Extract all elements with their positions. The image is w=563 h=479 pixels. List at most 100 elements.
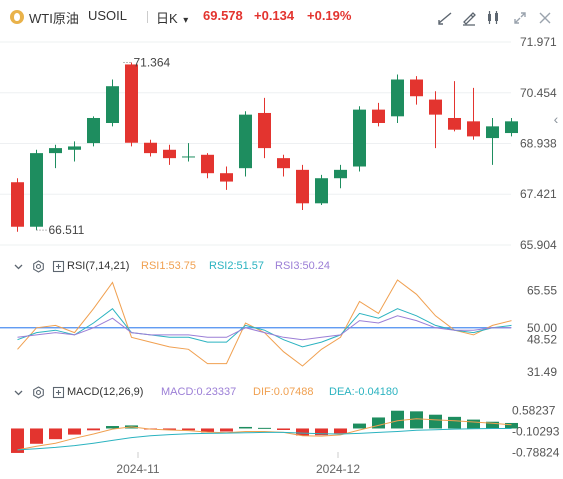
candle <box>163 149 176 159</box>
rsi1-value: RSI1:53.75 <box>141 260 197 272</box>
macd-axis-label: -0.10293 <box>512 425 560 439</box>
macd-indicator-bar: MACD(12,26,9) MACD:0.23337 DIF:0.07488 D… <box>0 384 563 402</box>
rsi-axis-label: 65.55 <box>527 284 557 298</box>
draw-line-icon[interactable] <box>437 10 453 26</box>
candle <box>296 169 309 204</box>
x-axis-label: 2024-12 <box>316 462 360 476</box>
macd-histogram-bar <box>106 426 119 429</box>
candle <box>68 146 81 150</box>
last-price: 69.578 <box>203 8 243 23</box>
fullscreen-icon[interactable] <box>512 10 528 26</box>
resize-icon[interactable] <box>52 260 65 273</box>
price-axis-label: 70.454 <box>520 86 557 100</box>
rsi-axis-label: 31.49 <box>527 365 557 379</box>
macd-histogram-bar <box>201 428 214 433</box>
macd-histogram-bar <box>334 428 347 434</box>
macd-histogram-bar <box>30 428 43 444</box>
dea-line <box>17 428 512 451</box>
macd-axis-label: -0.78824 <box>512 446 560 460</box>
candle <box>144 142 157 154</box>
rsi-axis-label: 50.00 <box>527 321 557 335</box>
candle <box>334 169 347 179</box>
macd-histogram-bar <box>11 428 24 453</box>
macd-histogram-bar <box>49 428 62 440</box>
chevron-down-icon[interactable] <box>12 386 25 399</box>
crude-oil-logo-icon <box>10 10 24 24</box>
macd-axis-label: 0.58237 <box>512 404 556 418</box>
rsi-line-1 <box>17 279 512 367</box>
dif-value: DIF:0.07488 <box>253 386 314 398</box>
chart-header: WTI原油 USOIL 日K ▾ 69.578 +0.134 +0.19% <box>0 0 563 34</box>
candle <box>258 112 271 149</box>
macd-histogram-bar <box>505 422 518 429</box>
gear-icon[interactable] <box>32 386 45 399</box>
price-axis-label: 68.938 <box>520 136 557 150</box>
instrument-title: WTI原油 <box>29 11 79 26</box>
drawing-tools-icon[interactable] <box>461 10 477 26</box>
macd-histogram-bar <box>315 428 328 436</box>
candle <box>353 109 366 167</box>
candle <box>277 158 290 169</box>
candle <box>87 117 100 144</box>
candle <box>30 153 43 227</box>
candle <box>429 99 442 115</box>
macd-histogram-bar <box>239 426 252 429</box>
rsi3-value: RSI3:50.24 <box>275 260 331 272</box>
macd-histogram-bar <box>486 421 499 429</box>
rsi-axis-label: 48.52 <box>527 332 557 346</box>
macd-value: MACD:0.23337 <box>161 386 237 398</box>
high-price-label: 71.364 <box>134 55 171 69</box>
header-divider <box>147 11 148 23</box>
macd-chart[interactable]: 0.58237 -0.10293 -0.78824 2024-11 2024-12 <box>0 402 563 479</box>
macd-histogram-bar <box>277 428 290 430</box>
macd-histogram-bar <box>68 428 81 435</box>
macd-histogram-bar <box>220 428 233 432</box>
candle <box>486 126 499 139</box>
candle <box>11 182 24 227</box>
candle <box>315 178 328 204</box>
macd-histogram-bar <box>163 428 176 430</box>
chevron-left-icon[interactable]: ‹ <box>553 111 559 127</box>
macd-histogram-bar <box>467 419 480 429</box>
candle <box>49 148 62 154</box>
period-selector[interactable]: 日K ▾ <box>156 8 188 27</box>
macd-histogram-bar <box>410 411 423 429</box>
close-icon[interactable] <box>537 10 553 26</box>
candle <box>448 117 461 130</box>
rsi-line-3 <box>17 315 512 341</box>
gear-icon[interactable] <box>32 260 45 273</box>
chevron-down-icon[interactable] <box>12 260 25 273</box>
candle <box>182 156 195 158</box>
macd-label: MACD(12,26,9) <box>67 386 144 398</box>
dif-line <box>17 418 512 451</box>
candle <box>239 114 252 169</box>
macd-histogram-bar <box>87 428 100 431</box>
candlestick-chart[interactable]: 71.971 70.454 68.938 67.421 65.904 71.364 66.5… <box>0 34 563 254</box>
candle <box>106 86 119 124</box>
instrument-symbol: USOIL <box>88 8 128 23</box>
candle <box>125 64 138 143</box>
chevron-down-icon: ▾ <box>183 15 189 26</box>
dea-value: DEA:-0.04180 <box>329 386 399 398</box>
macd-histogram-bar <box>258 427 271 429</box>
period-label: 日K <box>156 11 178 26</box>
macd-histogram-bar <box>448 416 461 429</box>
macd-histogram-bar <box>182 428 195 431</box>
macd-histogram-bar <box>296 428 309 436</box>
rsi-indicator-bar: RSI(7,14,21) RSI1:53.75 RSI2:51.57 RSI3:… <box>0 258 563 276</box>
x-axis-label: 2024-11 <box>116 462 159 476</box>
candle <box>467 121 480 137</box>
macd-histogram-bar <box>391 410 404 429</box>
price-axis-label: 67.421 <box>520 187 557 201</box>
indicator-settings-icon[interactable] <box>485 10 501 26</box>
candle <box>391 79 404 117</box>
resize-icon[interactable] <box>52 386 65 399</box>
candle <box>201 154 214 174</box>
price-change-percent: +0.19% <box>307 8 352 23</box>
price-axis-label: 65.904 <box>520 238 557 252</box>
price-axis-label: 71.971 <box>520 35 557 49</box>
price-change: +0.134 <box>254 8 295 23</box>
macd-histogram-bar <box>372 417 385 429</box>
candle <box>410 79 423 97</box>
